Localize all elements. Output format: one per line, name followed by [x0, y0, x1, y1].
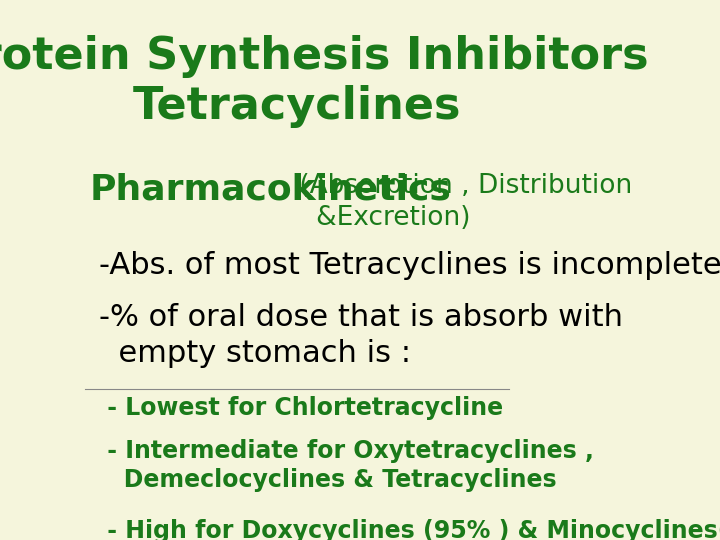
Text: Protein Synthesis Inhibitors
Tetracyclines: Protein Synthesis Inhibitors Tetracyclin…: [0, 35, 648, 128]
Text: -Abs. of most Tetracyclines is incomplete.: -Abs. of most Tetracyclines is incomplet…: [99, 251, 720, 280]
Text: -% of oral dose that is absorb with
  empty stomach is :: -% of oral dose that is absorb with empt…: [99, 303, 623, 368]
Text: (Absorption , Distribution
   &Excretion): (Absorption , Distribution &Excretion): [291, 173, 632, 231]
Text: - Intermediate for Oxytetracyclines ,
   Demeclocyclines & Tetracyclines: - Intermediate for Oxytetracyclines , De…: [99, 439, 594, 492]
Text: - High for Doxycyclines (95% ) & Minocyclines(100% ): - High for Doxycyclines (95% ) & Minocyc…: [99, 519, 720, 540]
Text: Pharmacokinetics: Pharmacokinetics: [90, 173, 451, 207]
Text: - Lowest for Chlortetracycline: - Lowest for Chlortetracycline: [99, 396, 503, 420]
